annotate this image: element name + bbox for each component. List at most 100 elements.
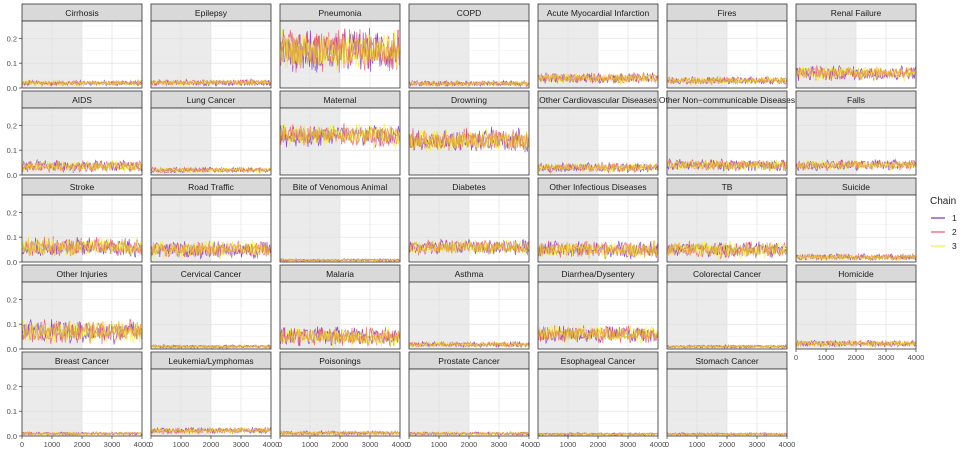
x-tick-label: 4000 <box>134 440 151 449</box>
x-tick-label: 1000 <box>689 440 706 449</box>
x-tick-label: 2000 <box>719 440 736 449</box>
facet-panel: Esophageal Cancer 0 1000 2000 3000 4000 <box>536 351 667 449</box>
facet-strip-label: Lung Cancer <box>187 95 236 105</box>
facet-panel: Other Injuries 0.0 0.1 0.2 <box>7 264 143 354</box>
facet-panel: Homicide 0 1000 2000 3000 4000 <box>794 264 925 362</box>
facet-panel: Bite of Venomous Animal <box>279 177 401 263</box>
x-tick-label: 4000 <box>263 440 280 449</box>
chain-overlap-trace <box>408 80 530 87</box>
x-tick-label: 2000 <box>848 353 865 362</box>
legend-entry-label: 3 <box>952 241 957 251</box>
x-tick-label: 3000 <box>233 440 250 449</box>
chain-overlap-trace <box>279 430 401 436</box>
facet-strip-label: AIDS <box>72 95 92 105</box>
panel-border <box>666 281 788 350</box>
x-tick-label: 4000 <box>779 440 796 449</box>
facet-panel: Renal Failure <box>795 3 917 89</box>
x-tick-label: 3000 <box>620 440 637 449</box>
panel-border <box>537 194 659 263</box>
x-tick-label: 1000 <box>818 353 835 362</box>
facet-panel: Diarrhea/Dysentery <box>537 264 659 350</box>
panel-border <box>150 107 272 176</box>
facet-panel: Cirrhosis 0.0 0.1 0.2 <box>7 3 143 93</box>
facet-panel: AIDS 0.0 0.1 0.2 <box>7 90 143 180</box>
panel-border <box>408 281 530 350</box>
panel-border <box>408 20 530 89</box>
chain-overlap-trace <box>666 76 788 85</box>
chain-overlap-trace <box>666 432 788 436</box>
facet-strip-label: Cervical Cancer <box>181 269 242 279</box>
y-tick-label: 0.2 <box>7 121 17 130</box>
x-tick-label: 0 <box>665 440 669 449</box>
y-tick-label: 0.2 <box>7 34 17 43</box>
y-tick-label: 0.2 <box>7 295 17 304</box>
y-tick-label: 0.1 <box>7 233 17 242</box>
facet-panel: Stroke 0.0 0.1 0.2 <box>7 177 143 267</box>
x-tick-label: 4000 <box>521 440 538 449</box>
facet-panel: Asthma <box>408 264 530 350</box>
chain-trace <box>279 327 401 348</box>
chain-overlap-trace <box>21 240 143 255</box>
panel-border <box>537 281 659 350</box>
facet-strip-label: COPD <box>457 8 482 18</box>
facet-panel: Malaria <box>279 264 401 350</box>
panel-border <box>150 194 272 263</box>
panel-border <box>150 20 272 89</box>
panel-border <box>795 20 917 89</box>
y-tick-label: 0.0 <box>7 258 17 267</box>
x-tick-label: 1000 <box>560 440 577 449</box>
panel-border <box>279 20 401 89</box>
legend-entry-label: 1 <box>952 213 957 223</box>
y-tick-label: 0.1 <box>7 407 17 416</box>
facet-strip-label: Leukemia/Lymphomas <box>168 356 253 366</box>
facet-strip-label: Prostate Cancer <box>438 356 500 366</box>
facet-panel: Acute Myocardial Infarction <box>537 3 659 89</box>
x-tick-label: 3000 <box>104 440 121 449</box>
chain-trace <box>666 158 788 172</box>
facet-strip-label: Epilepsy <box>195 8 228 18</box>
facet-panel: Diabetes <box>408 177 530 263</box>
facet-strip-label: Other Non−communicable Diseases <box>659 95 795 105</box>
x-tick-label: 2000 <box>74 440 91 449</box>
chain-trace <box>666 431 788 437</box>
chain-overlap-trace <box>408 132 530 150</box>
chain-trace <box>666 344 788 349</box>
chain-overlap-trace <box>279 35 401 67</box>
chain-overlap-trace <box>795 340 917 348</box>
x-tick-label: 0 <box>20 440 24 449</box>
chain-trace <box>666 75 788 86</box>
facet-panel: Cervical Cancer <box>150 264 272 350</box>
facet-strip-label: TB <box>722 182 733 192</box>
facet-panel: Colorectal Cancer <box>666 264 788 350</box>
y-tick-label: 0.2 <box>7 382 17 391</box>
x-tick-label: 4000 <box>908 353 925 362</box>
facet-panel: Maternal <box>279 90 401 176</box>
chain-overlap-trace <box>279 126 401 144</box>
facet-strip-label: Acute Myocardial Infarction <box>547 8 650 18</box>
x-tick-label: 3000 <box>749 440 766 449</box>
x-tick-label: 2000 <box>461 440 478 449</box>
chain-overlap-trace <box>150 166 272 174</box>
chain-trace <box>279 429 401 437</box>
legend-title: Chain <box>930 196 956 207</box>
x-tick-label: 4000 <box>650 440 667 449</box>
x-tick-label: 1000 <box>431 440 448 449</box>
x-tick-label: 2000 <box>203 440 220 449</box>
panel-border <box>21 281 143 350</box>
facet-strip-label: Pneumonia <box>318 8 361 18</box>
x-tick-label: 0 <box>278 440 282 449</box>
panel-border <box>408 194 530 263</box>
facet-panel: Other Cardiovascular Diseases <box>537 90 659 176</box>
facet-strip-label: Drowning <box>451 95 487 105</box>
panel-border <box>21 107 143 176</box>
facet-panel: Lung Cancer <box>150 90 272 176</box>
panel-border <box>21 194 143 263</box>
facet-panel: Suicide <box>795 177 917 263</box>
facet-panel: Leukemia/Lymphomas 0 1000 2000 3000 4000 <box>149 351 280 449</box>
y-tick-label: 0.1 <box>7 320 17 329</box>
x-tick-label: 0 <box>407 440 411 449</box>
facet-strip-label: Road Traffic <box>188 182 234 192</box>
chain-trace <box>21 160 143 174</box>
chain-overlap-trace <box>537 432 659 436</box>
chain-trace <box>666 159 788 172</box>
